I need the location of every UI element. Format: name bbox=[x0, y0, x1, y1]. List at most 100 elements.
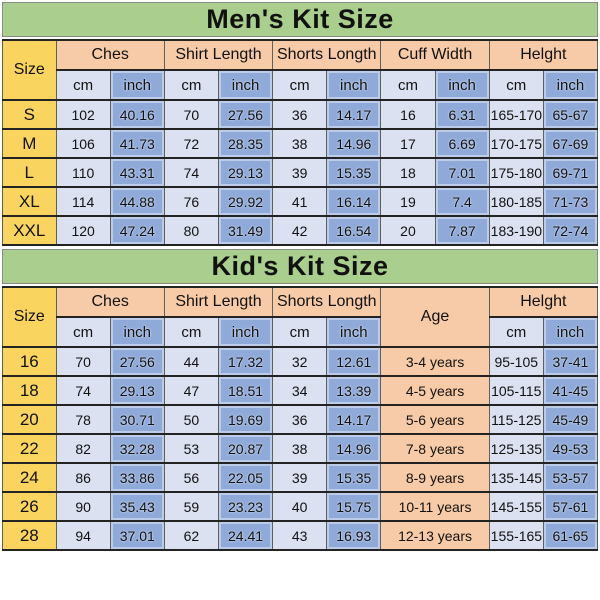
data-cell: 80 bbox=[163, 215, 219, 246]
header-cell-cm: cm bbox=[163, 69, 219, 101]
header-cell-ches: Ches bbox=[55, 39, 165, 71]
data-cell: 28.35 bbox=[217, 128, 274, 159]
header-cell-shirt-length: Shirt Length bbox=[163, 39, 274, 71]
table-row: 18 74 29.13 47 18.51 34 13.39 4-5 years 105-115 4… bbox=[2, 375, 599, 406]
data-cell: 4-5 years bbox=[380, 375, 490, 406]
header-group-row: Size Ches Shirt Length Shorts Longth Age Helg… bbox=[2, 286, 599, 348]
data-cell: 5-6 years bbox=[380, 404, 490, 435]
data-cell: 20 bbox=[380, 215, 436, 246]
data-cell: 71-73 bbox=[542, 186, 599, 217]
data-cell: 29.13 bbox=[217, 157, 274, 188]
header-cell-size: Size bbox=[2, 286, 57, 348]
header-cell-helght: Helght bbox=[488, 286, 599, 318]
header-cell-cm: cm bbox=[55, 69, 111, 101]
data-cell: 7.4 bbox=[434, 186, 490, 217]
mens-kit-size-table: Size Ches Shirt Length Shorts Longth Cuff Wi… bbox=[2, 39, 599, 246]
data-cell: 35.43 bbox=[109, 491, 165, 522]
header-unit-row: cm inch cm inch cm inch cm inch bbox=[3, 316, 599, 348]
data-cell: 14.17 bbox=[326, 404, 382, 435]
table-row: L 110 43.31 74 29.13 39 15.35 18 7.01 175-180 69-7… bbox=[2, 157, 599, 188]
data-cell: 102 bbox=[55, 99, 111, 130]
data-cell: 16.14 bbox=[326, 186, 382, 217]
data-cell: 18 bbox=[380, 157, 436, 188]
data-cell: 74 bbox=[55, 375, 111, 406]
data-cell: 3-4 years bbox=[380, 346, 490, 377]
table-row: S 102 40.16 70 27.56 36 14.17 16 6.31 165-170 65-6… bbox=[2, 99, 599, 130]
data-cell: 19.69 bbox=[217, 404, 274, 435]
data-cell: 17 bbox=[380, 128, 436, 159]
data-cell: 42 bbox=[272, 215, 328, 246]
header-cell-cm: cm bbox=[272, 69, 328, 101]
data-cell: 40.16 bbox=[109, 99, 165, 130]
row-label-cell: M bbox=[2, 128, 57, 159]
table-row: 22 82 32.28 53 20.87 38 14.96 7-8 years 125-135 4… bbox=[2, 433, 599, 464]
data-cell: 105-115 bbox=[488, 375, 544, 406]
data-cell: 53-57 bbox=[542, 462, 599, 493]
data-cell: 170-175 bbox=[488, 128, 544, 159]
data-cell: 120 bbox=[55, 215, 111, 246]
data-cell: 6.31 bbox=[434, 99, 490, 130]
data-cell: 12.61 bbox=[326, 346, 382, 377]
header-cell-cm: cm bbox=[55, 316, 111, 348]
header-cell-age: Age bbox=[380, 286, 490, 348]
data-cell: 20.87 bbox=[217, 433, 274, 464]
header-cell-cm: cm bbox=[488, 316, 544, 348]
data-cell: 19 bbox=[380, 186, 436, 217]
data-cell: 47 bbox=[163, 375, 219, 406]
data-cell: 31.49 bbox=[217, 215, 274, 246]
data-cell: 32.28 bbox=[109, 433, 165, 464]
data-cell: 90 bbox=[55, 491, 111, 522]
data-cell: 62 bbox=[163, 520, 219, 551]
data-cell: 44 bbox=[163, 346, 219, 377]
data-cell: 125-135 bbox=[488, 433, 544, 464]
header-cell-shorts-longth: Shorts Longth bbox=[272, 286, 382, 318]
table-row: 26 90 35.43 59 23.23 40 15.75 10-11 years 145-15… bbox=[2, 491, 599, 522]
data-cell: 24.41 bbox=[217, 520, 274, 551]
kids-kit-size-title: Kid's Kit Size bbox=[2, 249, 598, 284]
header-cell-inch: inch bbox=[217, 316, 274, 348]
row-label-cell: 18 bbox=[2, 375, 57, 406]
table-row: XXL 120 47.24 80 31.49 42 16.54 20 7.87 183-190 72… bbox=[2, 215, 599, 246]
data-cell: 13.39 bbox=[326, 375, 382, 406]
data-cell: 76 bbox=[163, 186, 219, 217]
row-label-cell: 20 bbox=[2, 404, 57, 435]
data-cell: 17.32 bbox=[217, 346, 274, 377]
data-cell: 43 bbox=[272, 520, 328, 551]
data-cell: 16.54 bbox=[326, 215, 382, 246]
data-cell: 115-125 bbox=[488, 404, 544, 435]
table-row: M 106 41.73 72 28.35 38 14.96 17 6.69 170-175 67-6… bbox=[2, 128, 599, 159]
header-cell-size: Size bbox=[2, 39, 57, 101]
data-cell: 44.88 bbox=[109, 186, 165, 217]
data-cell: 36 bbox=[272, 99, 328, 130]
data-cell: 15.35 bbox=[326, 157, 382, 188]
data-cell: 39 bbox=[272, 157, 328, 188]
header-cell-inch: inch bbox=[217, 69, 274, 101]
table-row: XL 114 44.88 76 29.92 41 16.14 19 7.4 180-185 71-7… bbox=[2, 186, 599, 217]
data-cell: 7-8 years bbox=[380, 433, 490, 464]
data-cell: 10-11 years bbox=[380, 491, 490, 522]
data-cell: 74 bbox=[163, 157, 219, 188]
data-cell: 41.73 bbox=[109, 128, 165, 159]
data-cell: 23.23 bbox=[217, 491, 274, 522]
data-cell: 8-9 years bbox=[380, 462, 490, 493]
data-cell: 67-69 bbox=[542, 128, 599, 159]
data-cell: 183-190 bbox=[488, 215, 544, 246]
data-cell: 27.56 bbox=[109, 346, 165, 377]
data-cell: 29.92 bbox=[217, 186, 274, 217]
data-cell: 59 bbox=[163, 491, 219, 522]
data-cell: 27.56 bbox=[217, 99, 274, 130]
data-cell: 7.01 bbox=[434, 157, 490, 188]
header-cell-inch: inch bbox=[434, 69, 490, 101]
header-cell-inch: inch bbox=[326, 69, 382, 101]
data-cell: 110 bbox=[55, 157, 111, 188]
header-cell-shirt-length: Shirt Length bbox=[163, 286, 274, 318]
data-cell: 57-61 bbox=[542, 491, 599, 522]
data-cell: 45-49 bbox=[542, 404, 599, 435]
data-cell: 53 bbox=[163, 433, 219, 464]
header-cell-cm: cm bbox=[380, 69, 436, 101]
data-cell: 33.86 bbox=[109, 462, 165, 493]
data-cell: 32 bbox=[272, 346, 328, 377]
header-cell-cuff-width: Cuff Width bbox=[380, 39, 490, 71]
data-cell: 41 bbox=[272, 186, 328, 217]
